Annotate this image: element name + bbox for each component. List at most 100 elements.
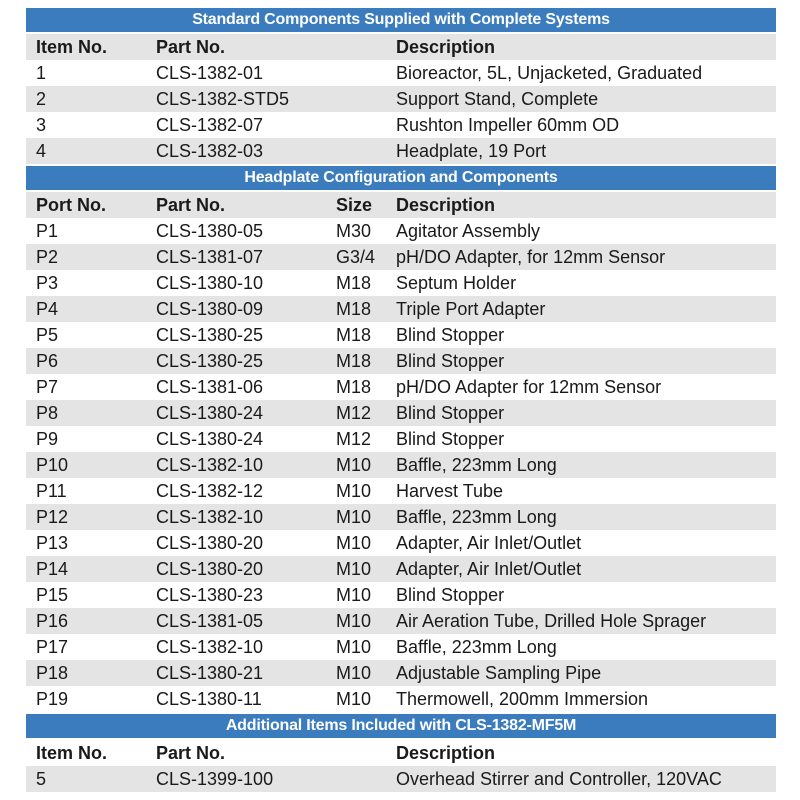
table-cell: M18 — [336, 376, 372, 397]
table-row: 4 CLS-1382-03 Headplate, 19 Port — [26, 138, 776, 164]
column-header-part-no: Part No. — [146, 192, 326, 218]
table-row: P18 CLS-1380-21 M10 Adjustable Sampling Pip… — [26, 660, 776, 686]
table-cell: M10 — [326, 504, 386, 530]
table-row: P19 CLS-1380-11 M10 Thermowell, 200mm Immer… — [26, 686, 776, 712]
table-cell: M10 — [336, 688, 372, 709]
table-cell: Rushton Impeller 60mm OD — [396, 114, 620, 135]
table-cell: M10 — [336, 532, 372, 553]
column-header-description: Description — [386, 192, 776, 218]
table-row: P5 CLS-1380-25 M18 Blind Stopper — [26, 322, 776, 348]
table-cell: CLS-1381-07 — [146, 244, 326, 270]
section-header-row: Standard Components Supplied with Comple… — [26, 8, 776, 34]
section-title: Headplate Configuration and Components — [26, 164, 776, 192]
table-row: P15 CLS-1380-23 M10 Blind Stopper — [26, 582, 776, 608]
table-cell: CLS-1380-25 — [156, 324, 264, 345]
parts-table: Standard Components Supplied with Comple… — [26, 8, 776, 792]
table-row: P10 CLS-1382-10 M10 Baffle, 223mm Long — [26, 452, 776, 478]
column-header-item-no: Item No. — [26, 34, 146, 60]
table-cell: pH/DO Adapter, for 12mm Sensor — [386, 244, 776, 270]
table-cell: Blind Stopper — [396, 428, 505, 449]
table-cell: Baffle, 223mm Long — [386, 452, 776, 478]
table-cell: M12 — [326, 400, 386, 426]
table-cell: P16 — [26, 608, 146, 634]
table-cell: P17 — [36, 636, 69, 657]
table-cell: 4 — [26, 138, 146, 164]
table-cell: M10 — [326, 660, 386, 686]
table-cell: CLS-1380-20 — [156, 532, 264, 553]
table-row: P9 CLS-1380-24 M12 Blind Stopper — [26, 426, 776, 452]
table-cell: P14 — [26, 556, 146, 582]
parts-table-body: Standard Components Supplied with Comple… — [26, 8, 776, 792]
table-cell: P2 — [26, 244, 146, 270]
table-cell: P13 — [36, 532, 69, 553]
table-cell: CLS-1380-23 — [156, 584, 264, 605]
table-cell: P1 — [36, 220, 59, 241]
table-cell: P19 — [36, 688, 69, 709]
table-cell: M10 — [336, 480, 372, 501]
column-header-row: Item No. Part No. Description — [26, 34, 776, 60]
table-cell: CLS-1380-21 — [146, 660, 326, 686]
table-cell: P3 — [36, 272, 59, 293]
table-row: P2 CLS-1381-07 G3/4 pH/DO Adapter, for 12mm… — [26, 244, 776, 270]
table-cell: Headplate, 19 Port — [386, 138, 776, 164]
table-cell: pH/DO Adapter for 12mm Sensor — [396, 376, 662, 397]
table-cell: 2 — [26, 86, 146, 112]
column-header-port-no: Port No. — [26, 192, 146, 218]
table-cell: Blind Stopper — [386, 400, 776, 426]
column-header-description: Description — [386, 34, 776, 60]
table-cell: P12 — [26, 504, 146, 530]
table-row: P6 CLS-1380-25 M18 Blind Stopper — [26, 348, 776, 374]
table-cell: Overhead Stirrer and Controller, 120VAC — [386, 766, 776, 792]
table-cell: M18 — [336, 272, 372, 293]
table-cell: P8 — [26, 400, 146, 426]
table-cell: Septum Holder — [396, 272, 517, 293]
table-row: P13 CLS-1380-20 M10 Adapter, Air Inlet/Outl… — [26, 530, 776, 556]
column-header-size: Size — [326, 192, 386, 218]
table-cell: M10 — [336, 636, 372, 657]
table-cell: P18 — [26, 660, 146, 686]
table-row: P7 CLS-1381-06 M18 pH/DO Adapter for 12mm S… — [26, 374, 776, 400]
table-cell: M18 — [326, 296, 386, 322]
table-cell: Bioreactor, 5L, Unjacketed, Graduated — [396, 62, 703, 83]
table-cell: CLS-1382-03 — [146, 138, 386, 164]
table-cell: CLS-1380-24 — [156, 428, 264, 449]
table-cell: 1 — [36, 62, 47, 83]
table-cell: Blind Stopper — [396, 584, 505, 605]
table-cell: CLS-1380-09 — [146, 296, 326, 322]
table-cell: CLS-1380-25 — [146, 348, 326, 374]
table-row: P16 CLS-1381-05 M10 Air Aeration Tube, Dril… — [26, 608, 776, 634]
table-cell: P15 — [36, 584, 69, 605]
table-cell: CLS-1381-05 — [146, 608, 326, 634]
table-cell: P7 — [36, 376, 59, 397]
table-cell: Baffle, 223mm Long — [386, 504, 776, 530]
table-cell: CLS-1380-24 — [146, 400, 326, 426]
table-cell: Triple Port Adapter — [386, 296, 776, 322]
table-cell: CLS-1380-10 — [156, 272, 264, 293]
table-cell: Baffle, 223mm Long — [396, 636, 557, 657]
table-cell: G3/4 — [326, 244, 386, 270]
column-header-item-no: Item No. — [36, 742, 108, 763]
column-header-part-no: Part No. — [156, 742, 226, 763]
table-cell: Adjustable Sampling Pipe — [386, 660, 776, 686]
table-cell: Blind Stopper — [386, 348, 776, 374]
section-title: Standard Components Supplied with Comple… — [26, 8, 776, 34]
section-header-row: Headplate Configuration and Components — [26, 164, 776, 192]
table-cell: CLS-1380-05 — [156, 220, 264, 241]
parts-table-container: Standard Components Supplied with Comple… — [26, 8, 776, 792]
table-row: P12 CLS-1382-10 M10 Baffle, 223mm Long — [26, 504, 776, 530]
table-cell: Air Aeration Tube, Drilled Hole Sprager — [386, 608, 776, 634]
table-cell: Agitator Assembly — [396, 220, 541, 241]
table-cell: P11 — [36, 480, 67, 501]
column-header-row: Port No. Part No. Size Description — [26, 192, 776, 218]
column-header-description: Description — [396, 742, 496, 763]
table-cell: CLS-1381-06 — [156, 376, 264, 397]
section-header-row: Additional Items Included with CLS-1382-… — [26, 712, 776, 740]
table-cell: CLS-1382-01 — [156, 62, 264, 83]
table-cell: CLS-1382-10 — [146, 452, 326, 478]
table-cell: P9 — [36, 428, 59, 449]
table-cell: Adapter, Air Inlet/Outlet — [386, 556, 776, 582]
table-cell: M12 — [336, 428, 372, 449]
table-row: P8 CLS-1380-24 M12 Blind Stopper — [26, 400, 776, 426]
table-cell: Thermowell, 200mm Immersion — [396, 688, 649, 709]
column-header-row: Item No. Part No. Description — [26, 740, 776, 766]
